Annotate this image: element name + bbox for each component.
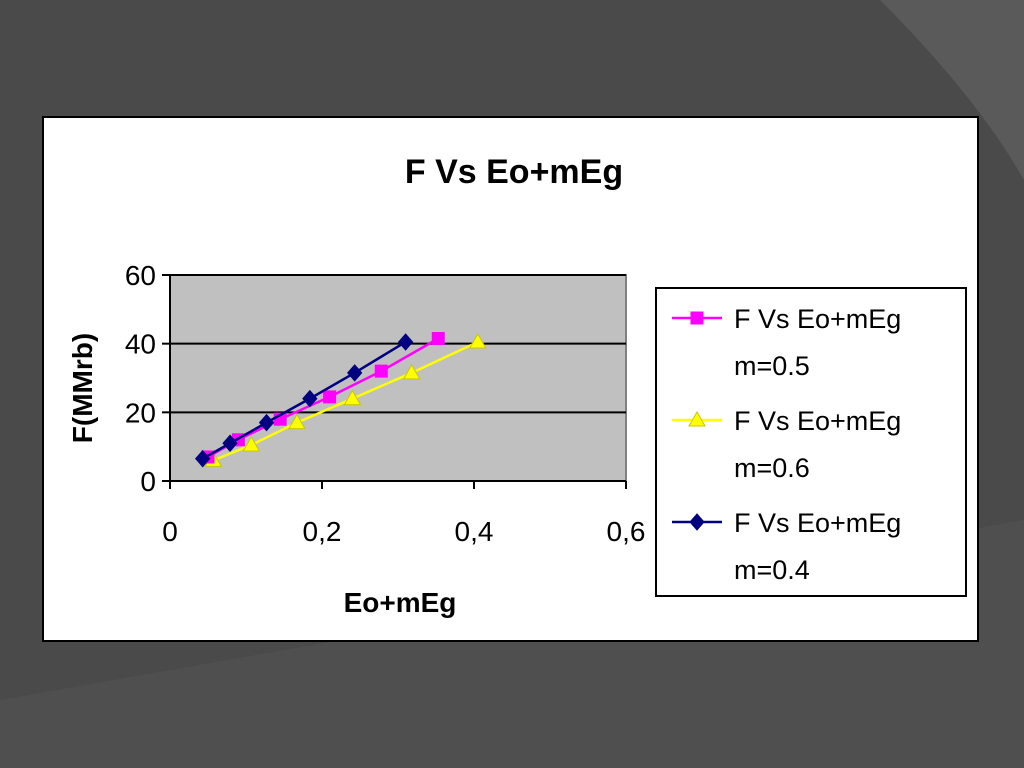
legend-label: F Vs Eo+mEg <box>734 304 901 334</box>
legend-box <box>655 287 967 597</box>
data-point-triangle <box>468 332 487 349</box>
legend-label-m: m=0.4 <box>734 555 810 585</box>
legend-label-m: m=0.5 <box>734 351 810 381</box>
data-point-diamond <box>397 333 414 351</box>
x-tick-label: 0,6 <box>607 516 646 547</box>
y-tick-label: 20 <box>125 397 156 428</box>
data-point-square <box>374 364 388 378</box>
chart: F Vs Eo+mEg 0 0,2 0,4 0,6 0 20 40 60 Eo+mEg F(… <box>67 153 967 618</box>
legend-label: F Vs Eo+mEg <box>734 508 901 538</box>
x-axis-title: Eo+mEg <box>344 587 457 618</box>
legend-marker-triangle <box>688 410 706 427</box>
gridlines <box>170 274 626 414</box>
axes <box>162 274 627 489</box>
legend-marker-diamond <box>689 513 705 531</box>
y-tick-label: 60 <box>125 260 156 291</box>
data-point-diamond <box>347 364 363 382</box>
x-tick-label: 0 <box>162 516 178 547</box>
legend-label: F Vs Eo+mEg <box>734 406 901 436</box>
data-point-triangle <box>402 363 421 380</box>
legend-label-m: m=0.6 <box>734 453 810 483</box>
legend-item: F Vs Eo+mEg m=0.5 <box>672 304 901 381</box>
x-tick-label: 0,2 <box>303 516 342 547</box>
legend-marker-square <box>690 311 704 325</box>
data-point-diamond <box>195 449 211 468</box>
data-point-diamond <box>258 413 275 432</box>
legend-item: F Vs Eo+mEg m=0.6 <box>672 406 901 483</box>
series-diamond <box>195 333 414 468</box>
x-tick-labels: 0 0,2 0,4 0,6 <box>162 516 645 547</box>
series-layer <box>195 332 487 468</box>
chart-title: F Vs Eo+mEg <box>405 153 623 191</box>
y-tick-label: 0 <box>140 466 156 497</box>
y-axis-title: F(MMrb) <box>67 333 98 443</box>
data-point-triangle <box>288 413 306 430</box>
y-tick-label: 40 <box>125 329 156 360</box>
slide-accent-shape <box>820 0 1024 180</box>
chart-frame: F Vs Eo+mEg 0 0,2 0,4 0,6 0 20 40 60 Eo+mEg F(… <box>42 116 979 642</box>
data-point-square <box>431 332 445 346</box>
data-point-diamond <box>222 434 238 452</box>
legend-item: F Vs Eo+mEg m=0.4 <box>672 508 901 585</box>
data-point-square <box>323 390 337 404</box>
y-tick-labels: 0 20 40 60 <box>125 260 156 497</box>
data-point-diamond <box>302 389 318 408</box>
x-tick-label: 0,4 <box>455 516 494 547</box>
data-point-triangle <box>242 435 261 452</box>
data-point-triangle <box>343 389 362 406</box>
